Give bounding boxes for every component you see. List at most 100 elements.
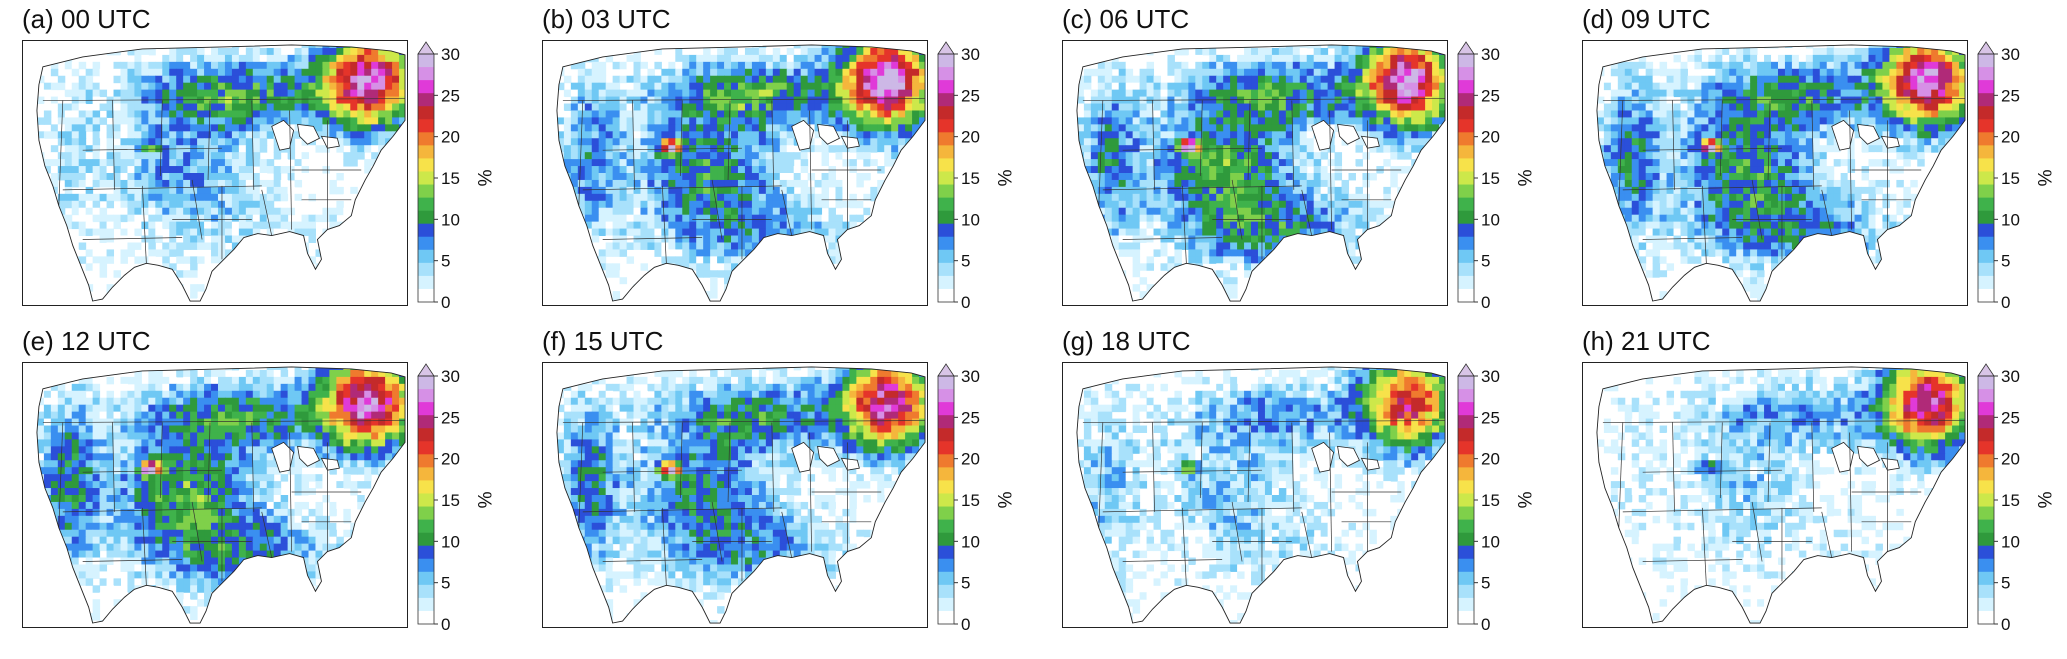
colorbar-segment xyxy=(418,519,434,533)
colorbar-tick-label: 5 xyxy=(1481,252,1490,271)
colorbar-segment xyxy=(418,545,434,560)
colorbar-tick-label: 5 xyxy=(961,252,970,271)
colorbar-svg: 0 5 10 15 20 25 30% xyxy=(417,41,494,312)
colorbar-segment xyxy=(1458,275,1474,290)
colorbar-segment xyxy=(1978,262,1994,277)
colorbar-svg: 0 5 10 15 20 25 30% xyxy=(1457,41,1534,312)
colorbar-segment xyxy=(1458,93,1474,107)
colorbar-segment xyxy=(1978,145,1994,159)
state-borders xyxy=(1076,44,1446,302)
colorbar-segment xyxy=(418,184,434,198)
panel-title: (e) 12 UTC xyxy=(22,326,151,356)
map-area xyxy=(22,362,408,628)
map-panel-d: (d) 09 UTC 0 5 10 15 20 25 30% xyxy=(1560,0,2060,312)
colorbar-segment xyxy=(938,506,954,520)
colorbar-segment xyxy=(938,454,954,468)
colorbar-segment xyxy=(1978,558,1994,573)
map-panel-f: (f) 15 UTC 0 5 10 15 20 25 30% xyxy=(520,322,1020,634)
map-panel-g: (g) 18 UTC 0 5 10 15 20 25 30% xyxy=(1040,322,1540,634)
colorbar-segment xyxy=(1978,402,1994,416)
colorbar-segment xyxy=(418,158,434,172)
colorbar-tick-label: 5 xyxy=(961,574,970,593)
colorbar-segment xyxy=(1458,236,1474,251)
colorbar-segment xyxy=(418,210,434,224)
colorbar-segment xyxy=(938,402,954,416)
colorbar-tick-label: 5 xyxy=(441,574,450,593)
colorbar-tick-label: 0 xyxy=(961,615,970,634)
colorbar-segment xyxy=(1458,415,1474,429)
colorbar-segment xyxy=(1978,389,1994,403)
colorbar-segment xyxy=(1458,54,1474,68)
state-borders xyxy=(1076,366,1446,624)
colorbar-tick-label: 0 xyxy=(961,293,970,312)
colorbar-unit-label: % xyxy=(1513,170,1534,187)
colorbar-segment xyxy=(1458,249,1474,264)
colorbar-segment xyxy=(938,197,954,211)
colorbar-tick-label: 10 xyxy=(2001,210,2020,229)
colorbar-segment xyxy=(1458,558,1474,573)
colorbar-segment xyxy=(418,467,434,481)
great-lakes xyxy=(791,441,860,473)
colorbar-segment xyxy=(1458,480,1474,494)
colorbar-tick-label: 20 xyxy=(961,450,980,469)
colorbar-segment xyxy=(938,119,954,133)
colorbar-segment xyxy=(938,545,954,560)
colorbar-segment xyxy=(1458,545,1474,560)
great-lakes xyxy=(271,441,340,473)
colorbar-segment xyxy=(938,67,954,81)
colorbar-segment xyxy=(1978,132,1994,146)
colorbar-unit-label: % xyxy=(2033,492,2054,509)
colorbar-segment xyxy=(418,132,434,146)
colorbar-segment xyxy=(1458,376,1474,390)
colorbar-tick-label: 20 xyxy=(441,128,460,147)
colorbar-tick-label: 15 xyxy=(1481,169,1500,188)
colorbar-segment xyxy=(418,597,434,612)
colorbar-tick-label: 15 xyxy=(2001,169,2020,188)
colorbar-segment xyxy=(1978,210,1994,224)
colorbar-segment xyxy=(418,389,434,403)
colorbar-unit-label: % xyxy=(993,170,1014,187)
colorbar-segment xyxy=(1978,454,1994,468)
panel-title: (d) 09 UTC xyxy=(1582,4,1711,34)
colorbar-segment xyxy=(1978,610,1994,625)
colorbar-segment xyxy=(418,197,434,211)
colorbar-segment xyxy=(1458,158,1474,172)
colorbar-segment xyxy=(418,571,434,586)
colorbar-segment xyxy=(418,288,434,303)
colorbar-segment xyxy=(938,132,954,146)
map-svg xyxy=(1076,44,1446,302)
map-svg xyxy=(556,366,926,624)
map-svg xyxy=(36,44,406,302)
panel-title: (c) 06 UTC xyxy=(1062,4,1190,34)
colorbar-segment xyxy=(938,415,954,429)
colorbar-segment xyxy=(418,493,434,507)
colorbar-segment xyxy=(1458,132,1474,146)
colorbar-segment xyxy=(418,441,434,455)
colorbar-tick-label: 5 xyxy=(1481,574,1490,593)
colorbar-segment xyxy=(938,441,954,455)
percentage-field xyxy=(1596,366,1966,624)
colorbar-segment xyxy=(1978,545,1994,560)
colorbar-tick-label: 25 xyxy=(2001,86,2020,105)
map-area xyxy=(1062,40,1448,306)
colorbar-tick-label: 30 xyxy=(441,45,460,64)
colorbar-segment xyxy=(1458,610,1474,625)
colorbar-segment xyxy=(1978,376,1994,390)
colorbar-svg: 0 5 10 15 20 25 30% xyxy=(937,363,1014,634)
colorbar-tick-label: 0 xyxy=(441,615,450,634)
colorbar-segment xyxy=(938,236,954,251)
colorbar-segment xyxy=(418,275,434,290)
map-area xyxy=(1582,362,1968,628)
colorbar-segment xyxy=(1458,262,1474,277)
map-panel-h: (h) 21 UTC 0 5 10 15 20 25 30% xyxy=(1560,322,2060,634)
colorbar-segment xyxy=(1978,275,1994,290)
colorbar-tick-label: 10 xyxy=(961,210,980,229)
colorbar-tick-label: 10 xyxy=(441,210,460,229)
colorbar-tick-label: 0 xyxy=(441,293,450,312)
colorbar-segment xyxy=(1458,441,1474,455)
great-lakes xyxy=(1831,119,1900,151)
colorbar-segment xyxy=(418,171,434,185)
colorbar: 0 5 10 15 20 25 30% xyxy=(934,362,1014,634)
colorbar-tick-label: 25 xyxy=(1481,408,1500,427)
state-borders xyxy=(1596,44,1966,302)
